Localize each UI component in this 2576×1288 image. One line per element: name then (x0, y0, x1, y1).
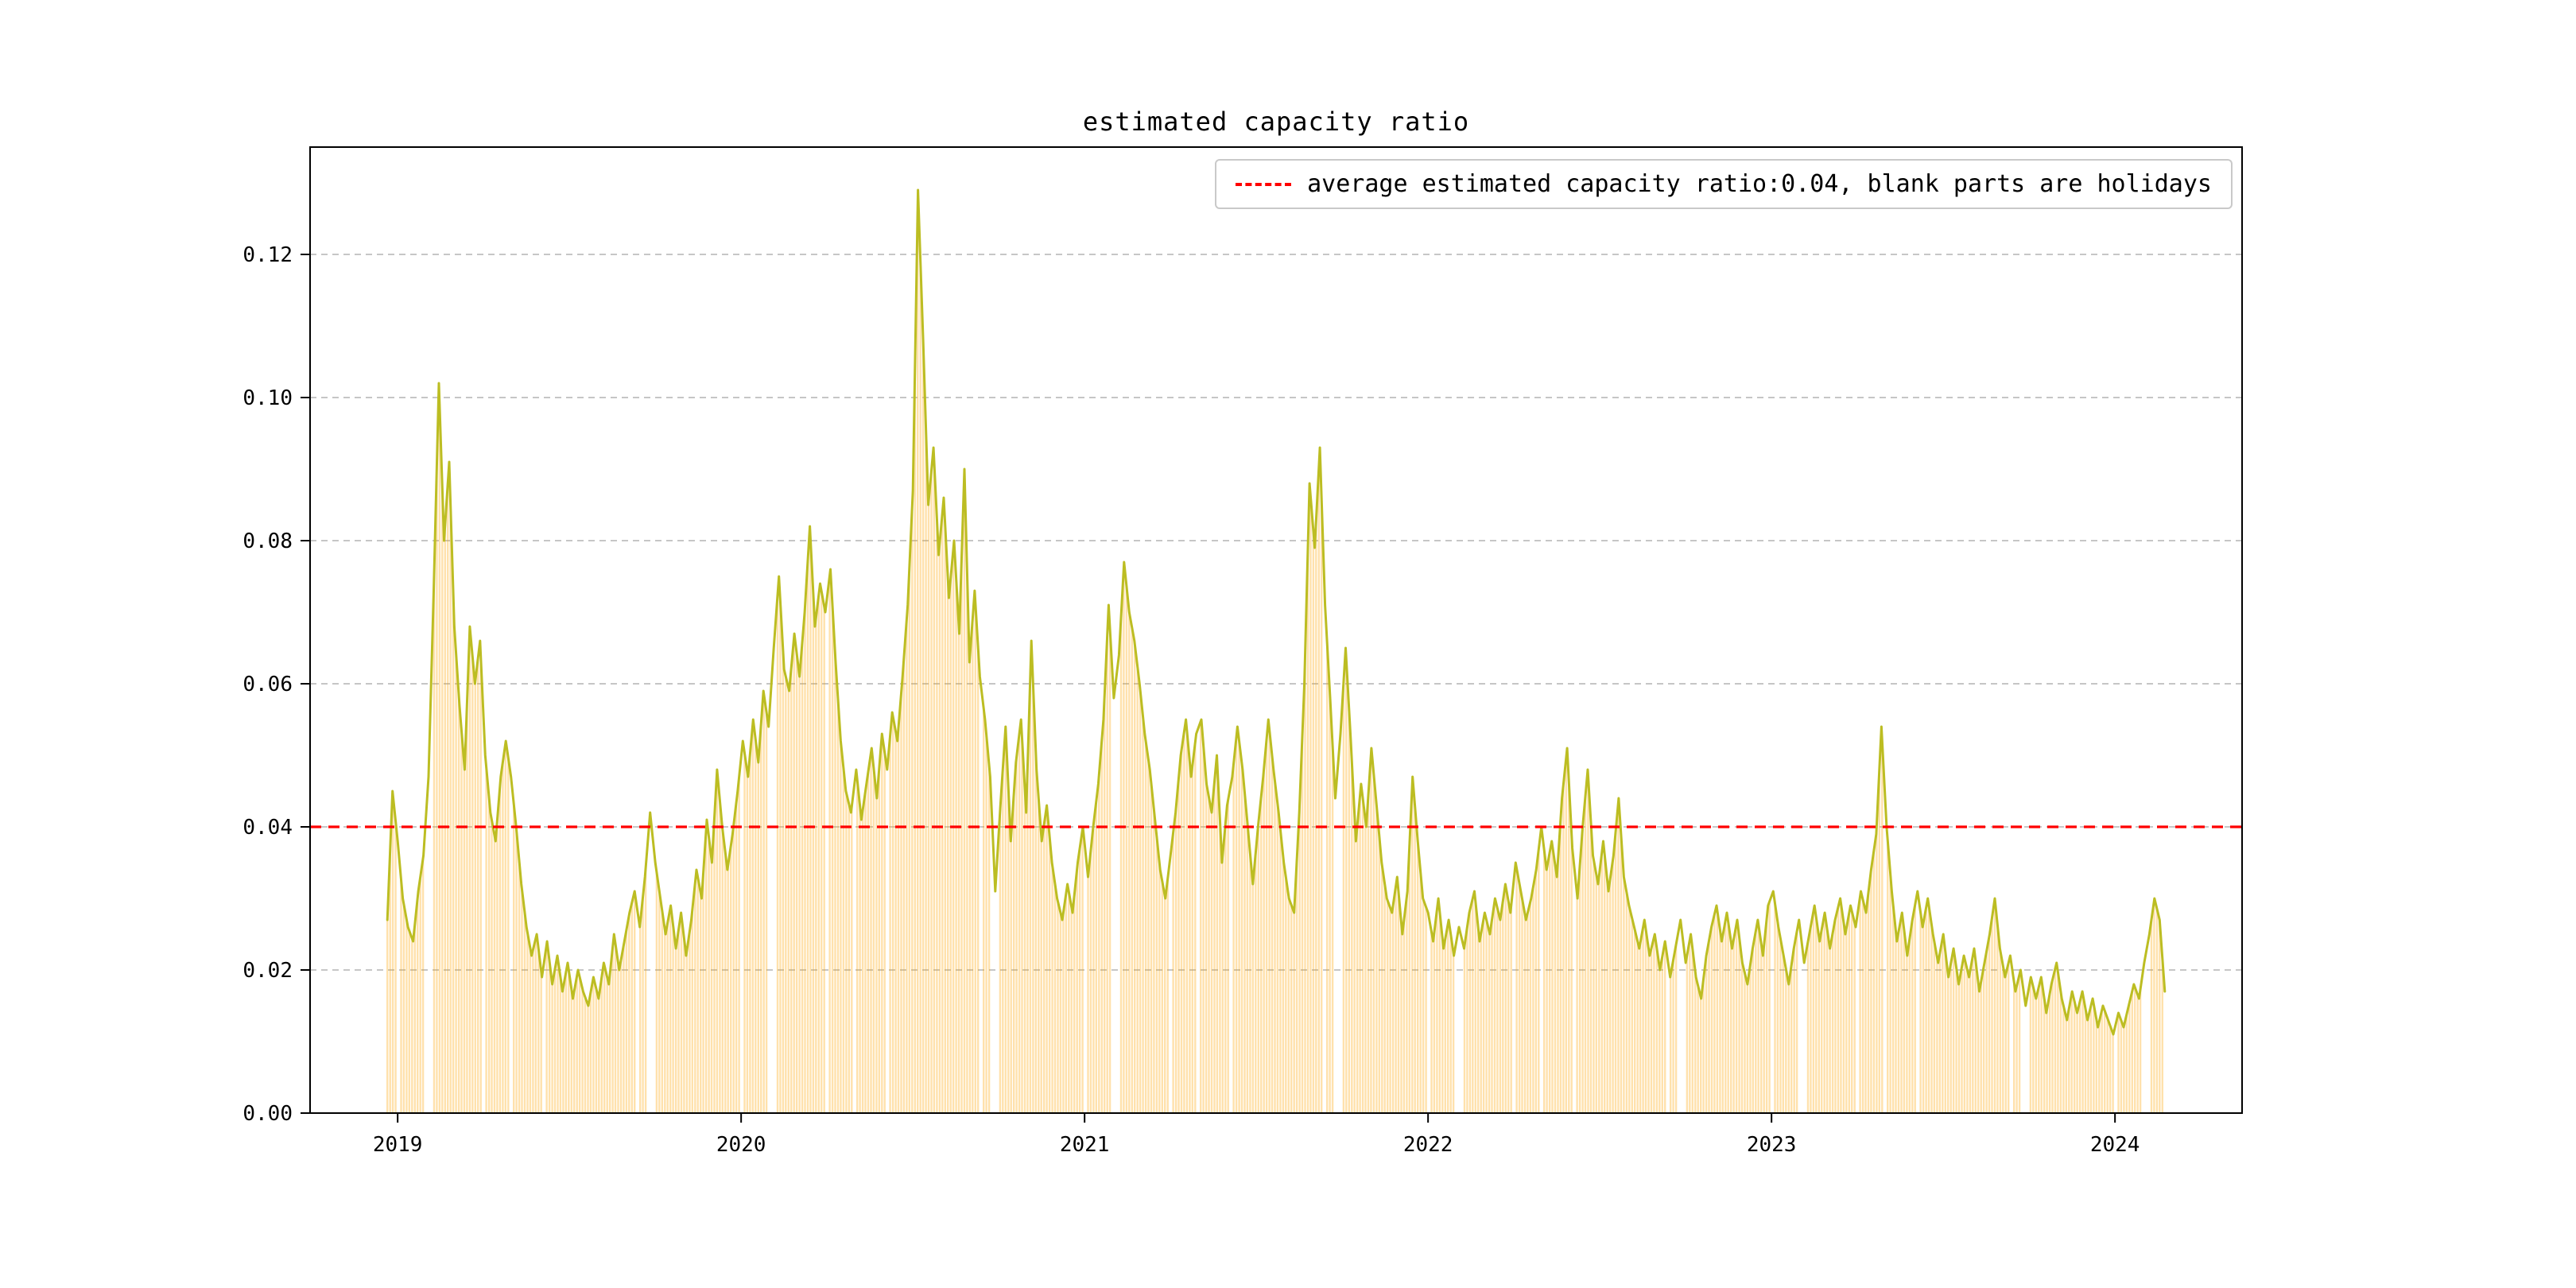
x-tick-label: 2023 (1747, 1133, 1797, 1157)
x-tick-label: 2021 (1060, 1133, 1110, 1157)
axes-frame (309, 146, 2243, 1114)
series-line (386, 188, 2167, 1036)
x-tick-label: 2020 (716, 1133, 766, 1157)
y-tick-label: 0.04 (242, 816, 293, 840)
holiday-bars (386, 210, 2164, 1113)
y-tick-label: 0.02 (242, 959, 293, 983)
y-tick-label: 0.10 (242, 386, 293, 410)
y-tick-label: 0.00 (242, 1102, 293, 1126)
x-tick-label: 2022 (1403, 1133, 1453, 1157)
x-tick-label: 2024 (2090, 1133, 2140, 1157)
chart-title: estimated capacity ratio (1082, 107, 1470, 137)
grid-lines (310, 254, 2242, 971)
legend-label: average estimated capacity ratio:0.04, b… (1307, 170, 2212, 198)
x-tick-label: 2019 (373, 1133, 423, 1157)
y-axis-ticks: 0.00 0.02 0.04 0.06 0.08 0.10 0.12 (242, 243, 310, 1126)
y-tick-label: 0.08 (242, 530, 293, 553)
legend: average estimated capacity ratio:0.04, b… (1215, 159, 2233, 209)
x-axis-ticks: 2019 2020 2021 2022 2023 2024 (373, 1113, 2140, 1157)
average-line-sample-icon (1236, 182, 1292, 186)
y-tick-label: 0.12 (242, 243, 293, 267)
y-tick-label: 0.06 (242, 673, 293, 696)
